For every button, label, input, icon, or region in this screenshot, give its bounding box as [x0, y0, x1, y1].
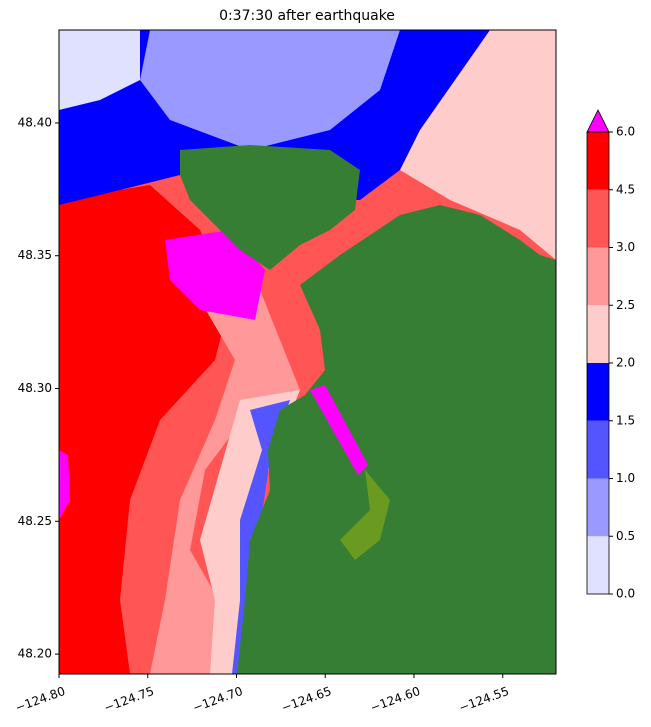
colorbar-tick-label: 2.5 [616, 298, 635, 312]
land [340, 470, 390, 560]
water [59, 450, 70, 520]
water [59, 30, 140, 110]
colorbar-segment [587, 420, 609, 479]
colorbar-segment [587, 478, 609, 537]
y-tick-label: 48.40 [18, 115, 52, 129]
colorbar-tick-label: 0.0 [616, 587, 635, 601]
x-tick-label: −124.65 [280, 684, 334, 715]
water [59, 185, 230, 674]
colorbar-segment [587, 536, 609, 594]
x-tick-label: −124.80 [13, 684, 67, 715]
colorbar-segment [587, 189, 609, 248]
colorbar-tick-label: 6.0 [616, 125, 635, 139]
colorbar-tick-label: 4.5 [616, 182, 635, 196]
water [310, 385, 368, 475]
x-tick-label: −124.70 [191, 684, 245, 715]
x-tick-label: −124.60 [368, 684, 422, 715]
x-tick-label: −124.75 [102, 684, 156, 715]
colorbar-segment [587, 363, 609, 421]
colorbar-tick-label: 1.5 [616, 413, 635, 427]
y-tick-label: 48.35 [18, 248, 52, 262]
x-tick-label: −124.55 [457, 684, 511, 715]
colorbar-tick-label: 3.0 [616, 240, 635, 254]
land [180, 145, 360, 270]
colorbar-tick-label: 0.5 [616, 529, 635, 543]
map [59, 30, 556, 674]
water [165, 230, 265, 320]
colorbar-segment [587, 247, 609, 306]
colorbar-segment [587, 305, 609, 363]
plot-frame [58, 29, 557, 675]
y-tick-label: 48.30 [18, 381, 52, 395]
water [400, 30, 556, 260]
colorbar-tick-label: 1.0 [616, 471, 635, 485]
land [237, 205, 556, 674]
y-tick-label: 48.20 [18, 647, 52, 661]
colorbar-segment [587, 132, 609, 190]
colorbar-extend [586, 109, 610, 133]
water [150, 290, 300, 674]
chart-title: 0:37:30 after earthquake [219, 8, 395, 24]
colorbar-tick-label: 2.0 [616, 356, 635, 370]
y-tick-label: 48.25 [18, 514, 52, 528]
water [140, 30, 400, 150]
